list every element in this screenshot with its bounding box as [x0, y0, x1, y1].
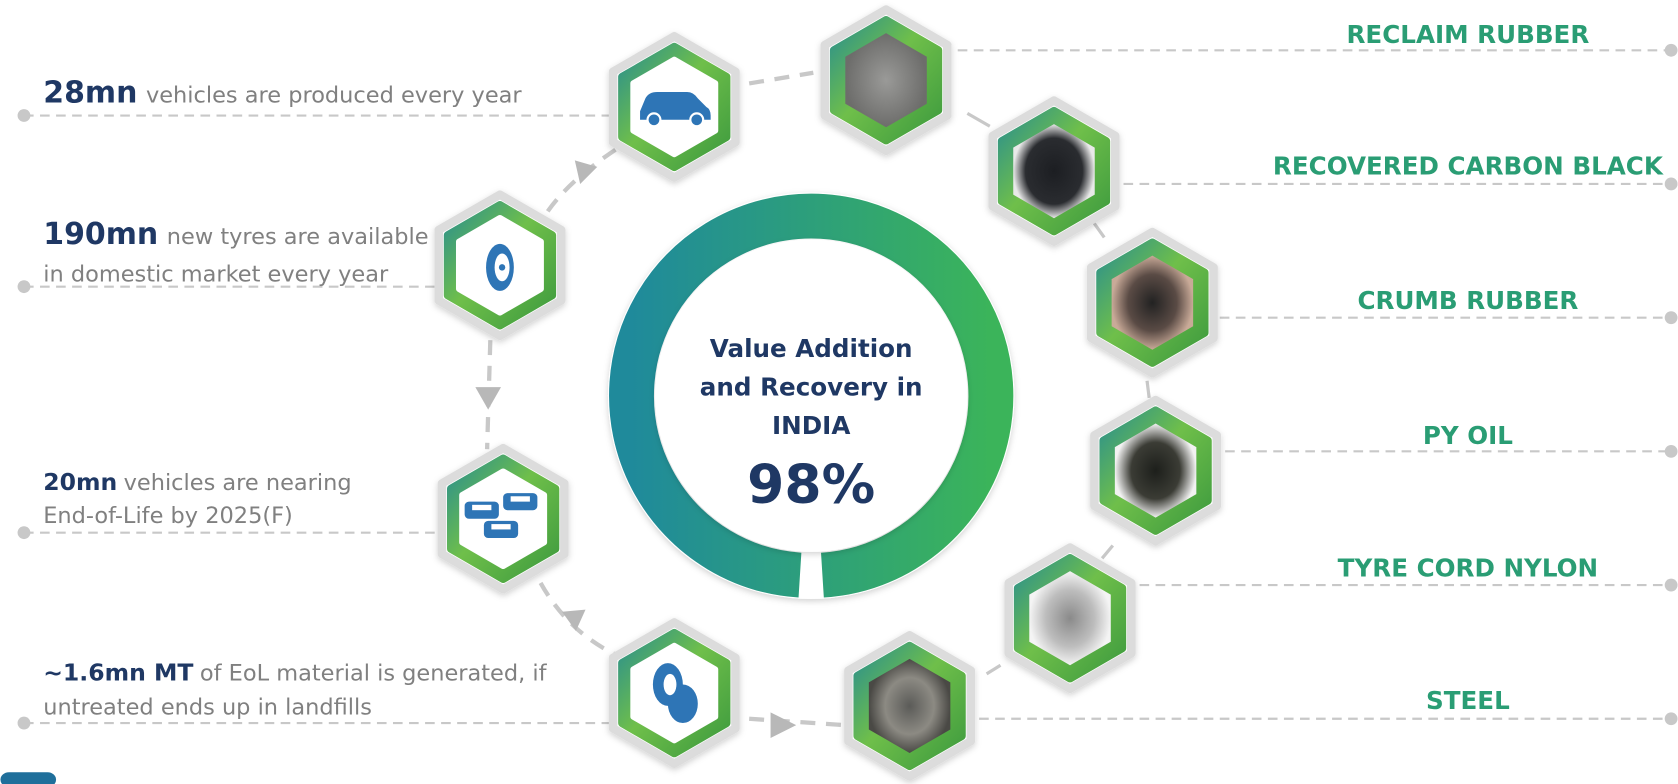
stat: 20mn vehicles are nearing — [43, 468, 351, 496]
stat-figure: 190mn — [43, 217, 158, 252]
flow-line — [749, 73, 813, 84]
leader-dot — [18, 717, 31, 730]
stat-text: in domestic market every year — [43, 261, 389, 287]
stat: 28mn vehicles are produced every year — [43, 76, 522, 111]
leader-dot — [1665, 712, 1678, 725]
hexagon — [1009, 548, 1131, 689]
stat: ~1.6mn MT of EoL material is generated, i… — [43, 658, 547, 686]
wreck-icon — [484, 521, 518, 538]
arrow-head — [562, 610, 586, 631]
recovery-percent: 98% — [747, 453, 875, 516]
leader-dot — [1665, 445, 1678, 458]
hexagon — [848, 635, 970, 776]
infographic: Value Addition and Recovery in INDIA 98%… — [0, 0, 1678, 784]
hexagon — [439, 195, 561, 336]
hexagon — [613, 36, 735, 177]
arrow-head — [771, 712, 797, 738]
stat-text: new tyres are available — [167, 224, 429, 250]
center-title: Value Addition — [710, 334, 913, 363]
leader-dot — [1665, 311, 1678, 324]
hexagon — [825, 10, 947, 151]
wreck-window — [472, 505, 491, 510]
arrow-head — [475, 387, 501, 409]
material-label: STEEL — [1426, 686, 1510, 715]
leader-dot — [1665, 178, 1678, 191]
stat-figure: 28mn — [43, 76, 137, 111]
page: Value Addition and Recovery in INDIA 98%… — [0, 0, 1678, 784]
center-title: INDIA — [772, 411, 850, 440]
leader-dot — [1665, 579, 1678, 592]
stat-text: of EoL material is generated, if — [200, 660, 548, 686]
stat: 190mn new tyres are available — [43, 217, 428, 252]
material-label: RECLAIM RUBBER — [1346, 20, 1589, 49]
hexagon — [993, 101, 1115, 242]
material-label: CRUMB RUBBER — [1357, 286, 1578, 315]
stat-text: vehicles are produced every year — [146, 83, 522, 109]
leader-dot — [1665, 44, 1678, 57]
hexagon — [442, 448, 564, 589]
stat-text: End-of-Life by 2025(F) — [43, 503, 293, 529]
hexagon — [613, 622, 735, 763]
tyre-hub — [499, 264, 505, 270]
corner-badge — [0, 772, 56, 784]
stat-figure: ~1.6mn MT — [43, 658, 193, 686]
hexagon — [1094, 400, 1216, 541]
stat-text: vehicles are nearing — [124, 470, 352, 496]
leader-dot — [18, 109, 31, 122]
tyres-rim — [664, 674, 677, 695]
wheel — [648, 113, 661, 126]
flow-line — [749, 719, 845, 725]
wreck-window — [491, 524, 510, 529]
material-label: TYRE CORD NYLON — [1338, 554, 1598, 583]
wreck-window — [511, 496, 530, 501]
stat-figure: 20mn — [43, 468, 117, 496]
stat-text: untreated ends up in landfills — [43, 694, 372, 720]
material-label: RECOVERED CARBON BLACK — [1273, 151, 1664, 180]
wheel — [690, 113, 703, 126]
center-title: and Recovery in — [700, 373, 923, 402]
material-label: PY OIL — [1423, 421, 1513, 450]
hexagon — [1091, 232, 1213, 373]
leader-dot — [18, 526, 31, 539]
leader-dot — [18, 280, 31, 293]
materials: RECLAIM RUBBER RECOVERED CARBON BLACK CRUM… — [1273, 20, 1664, 715]
